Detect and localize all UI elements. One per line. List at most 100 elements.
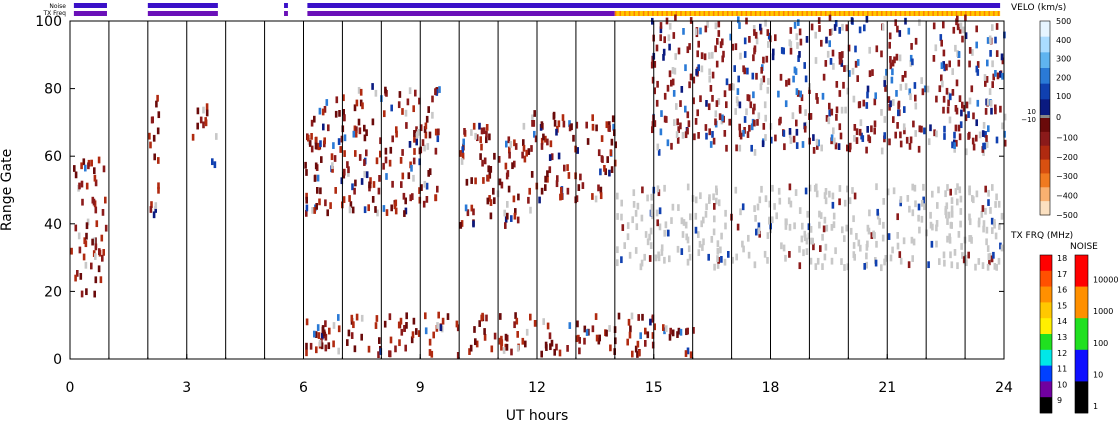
scatter-cell <box>394 207 398 215</box>
scatter-cell <box>918 19 921 26</box>
txfreq-bar-stripe <box>932 11 934 16</box>
scatter-cell <box>748 124 751 132</box>
velocity-scale: VELO (km/s) 5004003002001000−100−200−300… <box>1011 3 1078 220</box>
scatter-cell <box>78 182 81 190</box>
scatter-cell <box>838 57 842 65</box>
scatter-cell <box>854 45 857 53</box>
scatter-cell <box>486 197 490 205</box>
scatter-cell <box>677 126 680 133</box>
scatter-cell <box>889 62 893 70</box>
scatter-cell <box>888 138 891 146</box>
scatter-cell <box>391 135 394 143</box>
scatter-cell <box>70 247 73 255</box>
scatter-cell <box>857 239 861 247</box>
scatter-cell <box>881 234 885 242</box>
scatter-cell <box>623 242 626 249</box>
txfreq-bar-stripe <box>661 11 664 16</box>
scatter-cell <box>725 78 729 86</box>
scatter-cell <box>434 128 438 136</box>
scatter-cell <box>556 175 559 182</box>
scatter-cell <box>825 224 829 232</box>
txfreq-tick-label: 15 <box>1057 301 1067 310</box>
scatter-cell <box>983 142 987 150</box>
txfreq-bar-stripe <box>750 11 752 16</box>
scatter-cell <box>746 131 750 138</box>
scatter-cell <box>814 31 817 39</box>
scatter-cell <box>747 234 750 242</box>
scatter-cell <box>524 340 527 348</box>
scatter-cell <box>838 27 841 34</box>
scatter-cell <box>388 313 392 321</box>
scatter-cell <box>940 39 943 47</box>
txfreq-bar-stripe <box>951 11 953 16</box>
scatter-cell <box>425 182 429 190</box>
scatter-cell <box>422 200 426 208</box>
scatter-cell <box>630 312 634 320</box>
scatter-cell <box>695 68 698 76</box>
scatter-cell <box>954 124 958 132</box>
scatter-cell <box>762 123 766 130</box>
scatter-cell <box>840 258 843 265</box>
scatter-cell <box>838 52 842 59</box>
scatter-cell <box>787 197 791 205</box>
noise-color-swatch <box>1075 349 1088 382</box>
scatter-cell <box>597 149 601 157</box>
scatter-cell <box>685 233 688 241</box>
scatter-cell <box>704 210 708 218</box>
scatter-cell <box>347 329 351 337</box>
scatter-cell <box>332 322 336 329</box>
scatter-cell <box>838 90 842 97</box>
noise-tick-label: 10 <box>1093 370 1103 379</box>
scatter-cell <box>828 102 831 110</box>
scatter-cell <box>825 115 829 122</box>
scatter-cell <box>544 135 547 143</box>
scatter-cell <box>702 238 705 246</box>
scatter-cell <box>911 58 914 66</box>
scatter-cell <box>651 332 655 339</box>
scatter-cell <box>918 226 921 234</box>
scatter-cell <box>632 201 636 208</box>
txfreq-bar-stripe <box>745 11 748 16</box>
scatter-cell <box>544 184 547 191</box>
scatter-cell <box>628 331 632 339</box>
scatter-cell <box>762 56 765 64</box>
scatter-cell <box>401 149 404 156</box>
scatter-cell <box>557 152 561 160</box>
txfreq-bar-stripe <box>960 11 962 16</box>
scatter-cell <box>472 220 475 228</box>
scatter-cell <box>814 57 818 64</box>
scatter-cell <box>548 166 552 174</box>
scatter-cell <box>97 265 101 273</box>
scatter-cell <box>538 196 541 204</box>
scatter-cell <box>942 49 946 57</box>
scatter-cell <box>943 259 946 267</box>
scatter-cell <box>708 128 711 136</box>
scatter-cell <box>792 75 795 83</box>
scatter-cell <box>334 187 337 194</box>
scatter-cell <box>984 207 987 215</box>
scatter-cell <box>888 41 891 49</box>
txfreq-bar-stripe <box>955 11 958 16</box>
scatter-cell <box>968 213 971 221</box>
scatter-cell <box>389 146 393 154</box>
scatter-cell <box>986 245 990 252</box>
scatter-cell <box>843 65 846 72</box>
scatter-cell <box>688 253 692 261</box>
scatter-cell <box>644 231 648 238</box>
scatter-cell <box>897 109 900 117</box>
txfreq-bar-stripe <box>857 11 860 16</box>
scatter-cell <box>739 52 742 60</box>
scatter-cell <box>581 182 585 189</box>
scatter-cell <box>421 139 425 146</box>
scatter-cell <box>404 207 408 215</box>
scatter-cell <box>658 207 662 215</box>
scatter-cell <box>795 88 799 95</box>
scatter-cell <box>507 185 511 193</box>
scatter-cell <box>895 90 898 97</box>
scatter-cell <box>419 124 423 132</box>
scatter-cell <box>961 35 964 43</box>
scatter-cell <box>990 217 994 225</box>
scatter-cell <box>73 165 76 172</box>
scatter-cell <box>637 314 640 321</box>
scatter-cell <box>599 192 603 200</box>
